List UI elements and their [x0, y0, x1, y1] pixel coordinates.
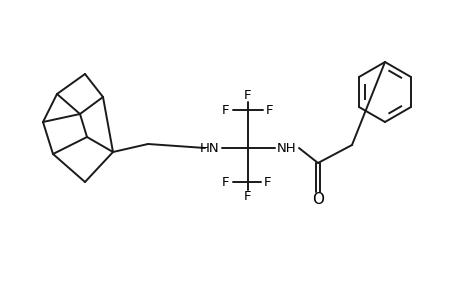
Text: HN: HN	[200, 142, 219, 154]
Text: F: F	[244, 88, 251, 101]
Text: NH: NH	[277, 142, 296, 154]
Text: F: F	[266, 103, 273, 116]
Text: F: F	[244, 190, 251, 202]
Text: F: F	[222, 176, 229, 188]
Text: F: F	[222, 103, 229, 116]
Text: F: F	[263, 176, 271, 188]
Text: O: O	[311, 193, 323, 208]
